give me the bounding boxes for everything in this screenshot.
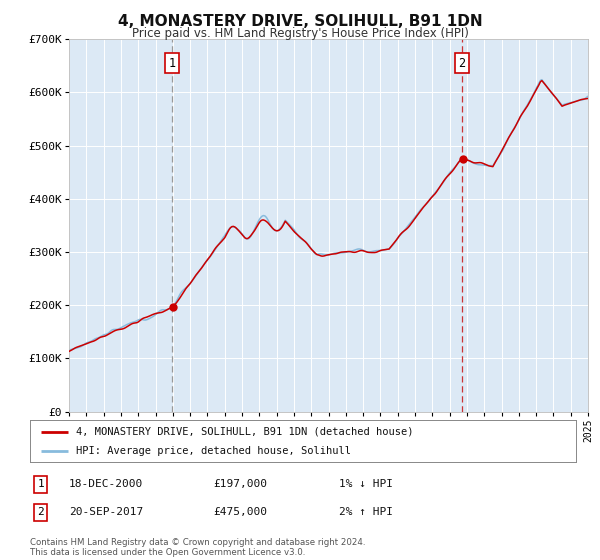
Text: 1: 1: [37, 479, 44, 489]
Text: 2% ↑ HPI: 2% ↑ HPI: [339, 507, 393, 517]
Text: £475,000: £475,000: [213, 507, 267, 517]
Text: Price paid vs. HM Land Registry's House Price Index (HPI): Price paid vs. HM Land Registry's House …: [131, 27, 469, 40]
Text: 18-DEC-2000: 18-DEC-2000: [69, 479, 143, 489]
Text: 2: 2: [458, 57, 466, 70]
Text: 1% ↓ HPI: 1% ↓ HPI: [339, 479, 393, 489]
Text: 1: 1: [169, 57, 176, 70]
Text: 4, MONASTERY DRIVE, SOLIHULL, B91 1DN (detached house): 4, MONASTERY DRIVE, SOLIHULL, B91 1DN (d…: [76, 427, 414, 437]
Text: Contains HM Land Registry data © Crown copyright and database right 2024.
This d: Contains HM Land Registry data © Crown c…: [30, 538, 365, 557]
Text: 20-SEP-2017: 20-SEP-2017: [69, 507, 143, 517]
Text: 4, MONASTERY DRIVE, SOLIHULL, B91 1DN: 4, MONASTERY DRIVE, SOLIHULL, B91 1DN: [118, 14, 482, 29]
Text: £197,000: £197,000: [213, 479, 267, 489]
Text: 2: 2: [37, 507, 44, 517]
Text: HPI: Average price, detached house, Solihull: HPI: Average price, detached house, Soli…: [76, 446, 352, 456]
